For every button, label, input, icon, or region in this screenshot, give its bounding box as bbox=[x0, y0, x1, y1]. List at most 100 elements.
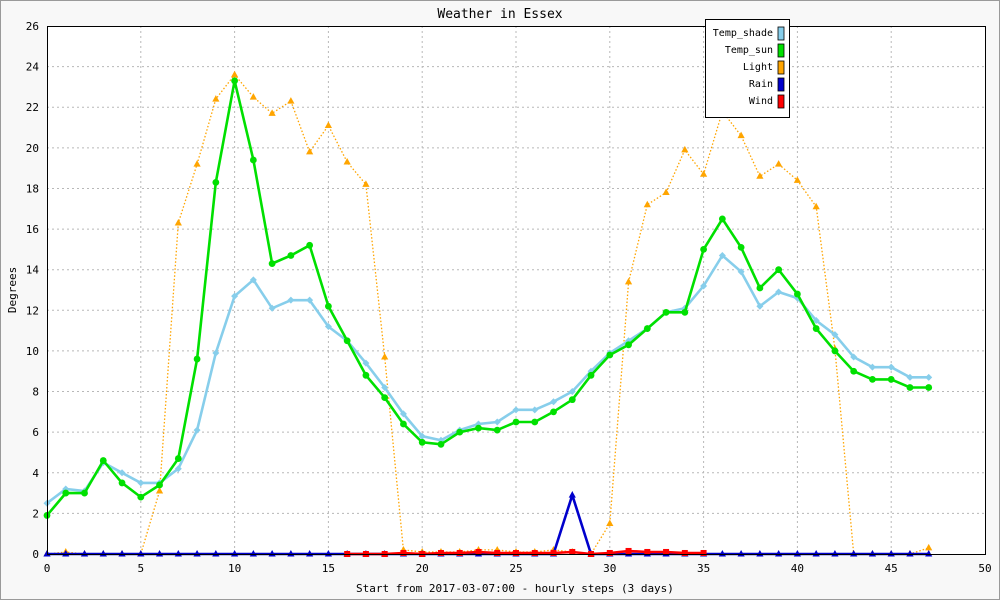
data-point bbox=[869, 375, 876, 383]
data-point bbox=[906, 384, 914, 391]
data-point bbox=[456, 549, 463, 556]
x-axis-title: Start from 2017-03-07:00 - hourly steps … bbox=[356, 582, 674, 595]
data-point bbox=[306, 296, 314, 304]
data-point bbox=[868, 363, 876, 371]
data-point bbox=[793, 176, 801, 183]
series-temp-sun bbox=[43, 77, 933, 519]
plot-border bbox=[47, 26, 986, 555]
data-point bbox=[249, 93, 257, 100]
data-point bbox=[906, 373, 914, 381]
data-point bbox=[718, 215, 726, 223]
data-point bbox=[437, 440, 445, 448]
data-point bbox=[756, 302, 764, 310]
legend-label: Light bbox=[743, 62, 773, 73]
x-tick-label: 40 bbox=[791, 562, 804, 575]
y-tick-label: 18 bbox=[26, 182, 39, 195]
y-tick-label: 6 bbox=[32, 426, 39, 439]
x-tick-label: 20 bbox=[416, 562, 429, 575]
data-point bbox=[400, 420, 407, 428]
data-point bbox=[437, 549, 444, 556]
data-point bbox=[568, 388, 576, 396]
x-tick-label: 25 bbox=[509, 562, 522, 575]
legend-swatch bbox=[777, 94, 785, 109]
y-tick-label: 24 bbox=[26, 61, 40, 74]
data-point bbox=[381, 394, 389, 402]
data-point bbox=[887, 375, 895, 383]
data-point bbox=[737, 131, 745, 139]
data-point bbox=[925, 373, 933, 381]
data-point bbox=[137, 493, 145, 501]
data-point bbox=[231, 292, 239, 300]
data-point bbox=[418, 438, 426, 446]
legend-swatch bbox=[777, 77, 785, 92]
data-point bbox=[812, 202, 820, 210]
data-point bbox=[531, 549, 538, 556]
data-point bbox=[212, 95, 220, 102]
data-point bbox=[475, 424, 482, 432]
data-point bbox=[624, 277, 633, 285]
data-point bbox=[606, 549, 613, 556]
data-point bbox=[155, 487, 164, 494]
data-point bbox=[306, 241, 314, 249]
y-tick-label: 26 bbox=[26, 20, 39, 33]
series-line bbox=[46, 80, 929, 517]
data-point bbox=[606, 519, 614, 527]
legend-swatch bbox=[777, 60, 785, 75]
data-point bbox=[512, 406, 520, 414]
legend-box bbox=[705, 19, 790, 118]
data-point bbox=[531, 406, 539, 414]
data-point bbox=[850, 353, 858, 361]
data-point bbox=[513, 549, 519, 556]
data-point bbox=[99, 457, 107, 464]
legend-swatch bbox=[777, 43, 785, 58]
x-tick-label: 50 bbox=[978, 562, 991, 575]
data-point bbox=[831, 331, 839, 339]
chart-title: Weather in Essex bbox=[437, 7, 562, 22]
data-point bbox=[306, 147, 314, 155]
x-tick-label: 30 bbox=[603, 562, 616, 575]
y-tick-label: 10 bbox=[26, 345, 39, 358]
data-point bbox=[850, 367, 858, 375]
data-point bbox=[268, 304, 276, 312]
data-point bbox=[625, 341, 632, 349]
data-point bbox=[324, 323, 332, 331]
legend: Temp_shade Temp_sun Light Rain Wind bbox=[705, 19, 790, 118]
data-point bbox=[700, 282, 708, 290]
data-point bbox=[700, 245, 707, 253]
x-tick-label: 5 bbox=[137, 562, 144, 575]
data-point bbox=[493, 426, 501, 434]
legend-swatch bbox=[777, 26, 785, 41]
x-tick-label: 10 bbox=[228, 562, 241, 575]
x-tick-label: 35 bbox=[697, 562, 710, 575]
data-point bbox=[756, 172, 764, 179]
data-point bbox=[700, 170, 708, 177]
y-tick-label: 4 bbox=[32, 467, 39, 480]
data-point bbox=[663, 548, 670, 555]
data-point bbox=[193, 160, 201, 167]
y-tick-label: 0 bbox=[32, 548, 39, 561]
y-axis-title: Degrees bbox=[6, 267, 19, 313]
data-point bbox=[606, 351, 614, 359]
data-point bbox=[737, 243, 745, 251]
data-point bbox=[718, 251, 726, 259]
data-point bbox=[681, 549, 688, 556]
data-point bbox=[812, 316, 820, 324]
data-point bbox=[456, 428, 464, 436]
x-tick-labels: 0 5 10 15 20 25 30 35 40 45 50 bbox=[44, 562, 992, 575]
data-point bbox=[587, 371, 595, 379]
legend-label: Rain bbox=[749, 79, 773, 90]
data-point bbox=[62, 489, 70, 497]
plot-area bbox=[47, 26, 986, 555]
data-point bbox=[343, 158, 351, 165]
data-point bbox=[137, 479, 145, 487]
y-tick-label: 8 bbox=[32, 386, 39, 399]
data-point bbox=[381, 383, 389, 391]
data-point bbox=[399, 410, 407, 418]
data-point bbox=[400, 549, 407, 556]
y-tick-label: 14 bbox=[26, 264, 40, 277]
data-point bbox=[568, 396, 576, 404]
data-point bbox=[212, 349, 220, 357]
data-point bbox=[287, 252, 295, 259]
data-point bbox=[174, 218, 182, 226]
y-tick-label: 12 bbox=[26, 304, 39, 317]
